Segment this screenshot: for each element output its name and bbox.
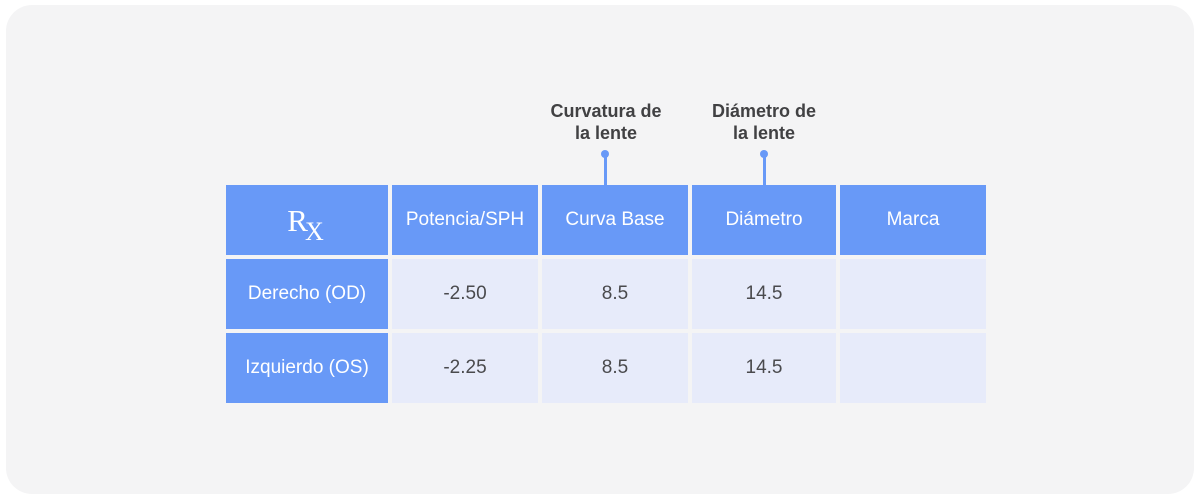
row-label-cell: Derecho (OD) [226, 259, 388, 329]
rx-logo-x: X [304, 216, 324, 246]
annotation-curva-base: Curvatura de la lente [496, 100, 716, 144]
curva-base-pin-icon [601, 150, 609, 185]
annotation-diametro-line1: Diámetro de [711, 101, 817, 121]
pin-head [601, 150, 609, 158]
curva-base-cell: 8.5 [542, 259, 688, 329]
pin-line [762, 157, 766, 185]
diametro-pin-icon [760, 150, 768, 185]
annotation-diametro-line2: la lente [732, 123, 796, 143]
diametro-cell: 14.5 [692, 259, 836, 329]
rx-logo-r: R [287, 202, 308, 238]
diametro-cell: 14.5 [692, 333, 836, 403]
annotation-diametro: Diámetro de la lente [654, 100, 874, 144]
marca-cell [840, 259, 986, 329]
potencia-cell: -2.50 [392, 259, 538, 329]
potencia-cell: -2.25 [392, 333, 538, 403]
content-card: Curvatura de la lente Diámetro de la len… [6, 5, 1194, 494]
pin-head [760, 150, 768, 158]
rx-table: RX Potencia/SPH Curva Base Diámetro Marc… [226, 185, 986, 403]
header-cell-potencia: Potencia/SPH [392, 185, 538, 255]
header-cell-rx: RX [226, 185, 388, 255]
annotation-curva-base-line1: Curvatura de [550, 101, 662, 121]
header-cell-marca: Marca [840, 185, 986, 255]
marca-cell [840, 333, 986, 403]
header-cell-curva-base: Curva Base [542, 185, 688, 255]
pin-line [603, 157, 607, 185]
rx-logo: RX [287, 202, 326, 245]
header-cell-diametro: Diámetro [692, 185, 836, 255]
curva-base-cell: 8.5 [542, 333, 688, 403]
row-label-cell: Izquierdo (OS) [226, 333, 388, 403]
annotation-curva-base-line2: la lente [574, 123, 638, 143]
